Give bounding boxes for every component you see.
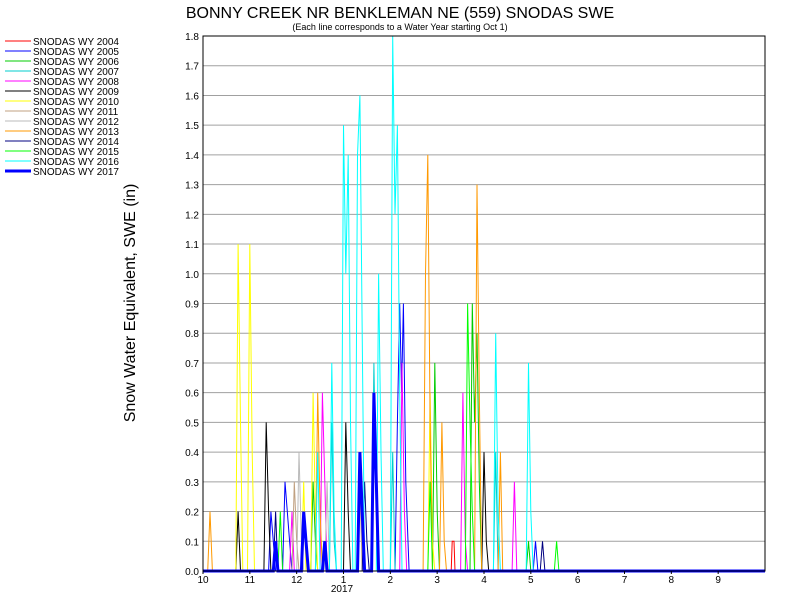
y-tick-label: 0.9	[185, 300, 199, 311]
legend-label: SNODAS WY 2014	[33, 137, 119, 148]
y-tick-label: 0.2	[185, 508, 199, 519]
x-tick-label: 1	[341, 575, 347, 586]
series-line	[203, 303, 765, 572]
series-line	[203, 303, 765, 572]
legend-label: SNODAS WY 2011	[33, 107, 119, 118]
legend-label: SNODAS WY 2015	[33, 147, 119, 158]
series-line	[203, 303, 765, 572]
x-tick-label: 3	[434, 575, 440, 586]
legend-label: SNODAS WY 2010	[33, 97, 119, 108]
x-year-label: 2017	[331, 584, 354, 595]
y-tick-label: 0.1	[185, 537, 199, 548]
y-ticks: 0.0 0.1 0.2 0.3 0.4 0.5 0.6 0.7 0.8 0.9 1.0 1.1 1.2 1…	[185, 32, 199, 578]
y-tick-label: 1.2	[185, 210, 199, 221]
x-tick-label: 2	[388, 575, 394, 586]
y-axis-label: Snow Water Equivalent, SWE (in)	[122, 184, 139, 423]
legend-label: SNODAS WY 2017	[33, 167, 119, 178]
y-tick-label: 0.8	[185, 329, 199, 340]
legend-label: SNODAS WY 2009	[33, 87, 119, 98]
legend-label: SNODAS WY 2004	[33, 37, 119, 48]
y-tick-label: 1.8	[185, 32, 199, 43]
grid	[203, 35, 765, 572]
y-tick-label: 0.7	[185, 359, 199, 370]
y-tick-label: 1.4	[185, 151, 199, 162]
x-tick-label: 6	[575, 575, 581, 586]
y-tick-label: 0.6	[185, 389, 199, 400]
x-tick-label: 10	[197, 575, 209, 586]
y-tick-label: 1.1	[185, 240, 199, 251]
y-tick-label: 1.3	[185, 181, 199, 192]
x-tick-label: 9	[715, 575, 721, 586]
legend-label: SNODAS WY 2016	[33, 157, 119, 168]
y-tick-label: 1.5	[185, 121, 199, 132]
y-tick-label: 0.0	[185, 567, 199, 578]
y-tick-label: 0.5	[185, 418, 199, 429]
legend-label: SNODAS WY 2005	[33, 47, 119, 58]
y-tick-label: 1.6	[185, 91, 199, 102]
x-tick-label: 11	[245, 575, 256, 586]
y-tick-label: 0.4	[185, 448, 199, 459]
series-line	[203, 422, 765, 572]
y-tick-label: 1.0	[185, 270, 199, 281]
series-line	[203, 481, 765, 572]
legend-label: SNODAS WY 2007	[33, 67, 119, 78]
legend-label: SNODAS WY 2008	[33, 77, 119, 88]
series-line	[203, 481, 765, 572]
chart-subtitle: (Each line corresponds to a Water Year s…	[292, 22, 507, 32]
x-tick-label: 5	[528, 575, 534, 586]
x-tick-label: 8	[669, 575, 675, 586]
series-line	[203, 540, 765, 572]
y-tick-label: 0.3	[185, 478, 199, 489]
y-tick-label: 1.7	[185, 62, 199, 73]
x-tick-label: 4	[481, 575, 487, 586]
x-tick-label: 7	[622, 575, 628, 586]
legend-label: SNODAS WY 2006	[33, 57, 119, 68]
x-ticks: 10 11 12 1 2 3 4 5 6 7 8 9	[197, 571, 721, 586]
series-line	[203, 244, 765, 572]
legend-label: SNODAS WY 2013	[33, 127, 119, 138]
chart-title: BONNY CREEK NR BENKLEMAN NE (559) SNODAS…	[186, 5, 614, 22]
legend-label: SNODAS WY 2012	[33, 117, 119, 128]
x-tick-label: 12	[291, 575, 303, 586]
